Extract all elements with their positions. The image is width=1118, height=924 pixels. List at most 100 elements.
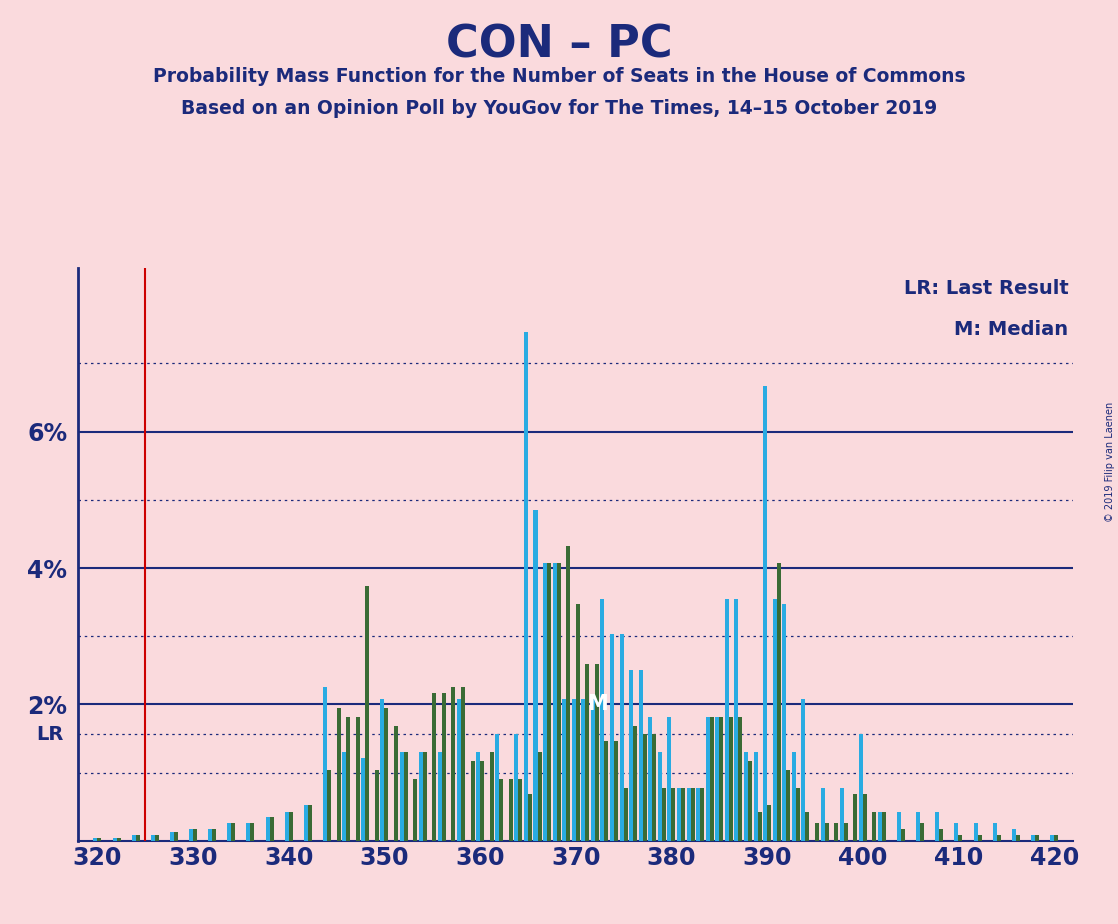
- Bar: [433, 693, 436, 841]
- Bar: [1035, 834, 1039, 841]
- Bar: [461, 687, 465, 841]
- Text: LR: LR: [37, 725, 64, 744]
- Bar: [719, 717, 723, 841]
- Bar: [901, 829, 906, 841]
- Bar: [648, 717, 652, 841]
- Bar: [557, 564, 560, 841]
- Bar: [533, 510, 538, 841]
- Bar: [480, 761, 484, 841]
- Bar: [878, 811, 882, 841]
- Bar: [681, 787, 685, 841]
- Bar: [997, 834, 1001, 841]
- Bar: [514, 735, 519, 841]
- Bar: [643, 735, 646, 841]
- Bar: [328, 770, 331, 841]
- Bar: [361, 759, 366, 841]
- Bar: [840, 787, 844, 841]
- Bar: [662, 787, 666, 841]
- Bar: [323, 687, 328, 841]
- Bar: [547, 564, 551, 841]
- Bar: [916, 811, 920, 841]
- Bar: [591, 699, 595, 841]
- Bar: [543, 564, 547, 841]
- Bar: [538, 752, 541, 841]
- Bar: [939, 829, 944, 841]
- Bar: [519, 779, 522, 841]
- Bar: [955, 823, 958, 841]
- Bar: [872, 811, 877, 841]
- Bar: [170, 832, 174, 841]
- Bar: [208, 829, 212, 841]
- Bar: [633, 725, 637, 841]
- Bar: [773, 599, 777, 841]
- Bar: [595, 663, 599, 841]
- Text: M: M: [587, 695, 608, 714]
- Bar: [624, 787, 627, 841]
- Bar: [495, 735, 500, 841]
- Bar: [418, 752, 423, 841]
- Bar: [792, 752, 796, 841]
- Bar: [552, 564, 557, 841]
- Bar: [500, 779, 503, 841]
- Bar: [576, 604, 580, 841]
- Bar: [863, 794, 866, 841]
- Bar: [94, 838, 97, 841]
- Bar: [716, 717, 719, 841]
- Bar: [442, 693, 446, 841]
- Bar: [423, 752, 427, 841]
- Bar: [958, 834, 963, 841]
- Bar: [815, 823, 819, 841]
- Bar: [678, 787, 681, 841]
- Bar: [151, 834, 154, 841]
- Bar: [1050, 834, 1054, 841]
- Bar: [509, 779, 513, 841]
- Bar: [657, 752, 662, 841]
- Bar: [471, 761, 474, 841]
- Bar: [974, 823, 977, 841]
- Bar: [476, 752, 480, 841]
- Bar: [337, 708, 341, 841]
- Bar: [652, 735, 656, 841]
- Text: CON – PC: CON – PC: [446, 23, 672, 67]
- Bar: [342, 752, 347, 841]
- Bar: [586, 663, 589, 841]
- Bar: [834, 823, 838, 841]
- Bar: [246, 823, 250, 841]
- Bar: [748, 761, 752, 841]
- Bar: [853, 794, 858, 841]
- Bar: [614, 741, 618, 841]
- Bar: [288, 811, 293, 841]
- Bar: [754, 752, 758, 841]
- Bar: [936, 811, 939, 841]
- Bar: [767, 806, 771, 841]
- Bar: [629, 670, 633, 841]
- Bar: [610, 634, 614, 841]
- Bar: [116, 838, 121, 841]
- Text: Probability Mass Function for the Number of Seats in the House of Commons: Probability Mass Function for the Number…: [153, 67, 965, 86]
- Bar: [457, 699, 461, 841]
- Bar: [189, 829, 193, 841]
- Bar: [638, 670, 643, 841]
- Bar: [113, 838, 116, 841]
- Bar: [724, 599, 729, 841]
- Bar: [97, 838, 102, 841]
- Bar: [304, 806, 307, 841]
- Bar: [1054, 834, 1058, 841]
- Bar: [135, 834, 140, 841]
- Bar: [562, 699, 566, 841]
- Bar: [897, 811, 901, 841]
- Bar: [524, 332, 528, 841]
- Bar: [154, 834, 159, 841]
- Bar: [394, 725, 398, 841]
- Bar: [920, 823, 925, 841]
- Text: Based on an Opinion Poll by YouGov for The Times, 14–15 October 2019: Based on an Opinion Poll by YouGov for T…: [181, 99, 937, 118]
- Bar: [672, 787, 675, 841]
- Bar: [414, 779, 417, 841]
- Bar: [605, 741, 608, 841]
- Bar: [227, 823, 231, 841]
- Bar: [266, 817, 269, 841]
- Bar: [452, 687, 455, 841]
- Bar: [231, 823, 236, 841]
- Bar: [399, 752, 404, 841]
- Bar: [796, 787, 799, 841]
